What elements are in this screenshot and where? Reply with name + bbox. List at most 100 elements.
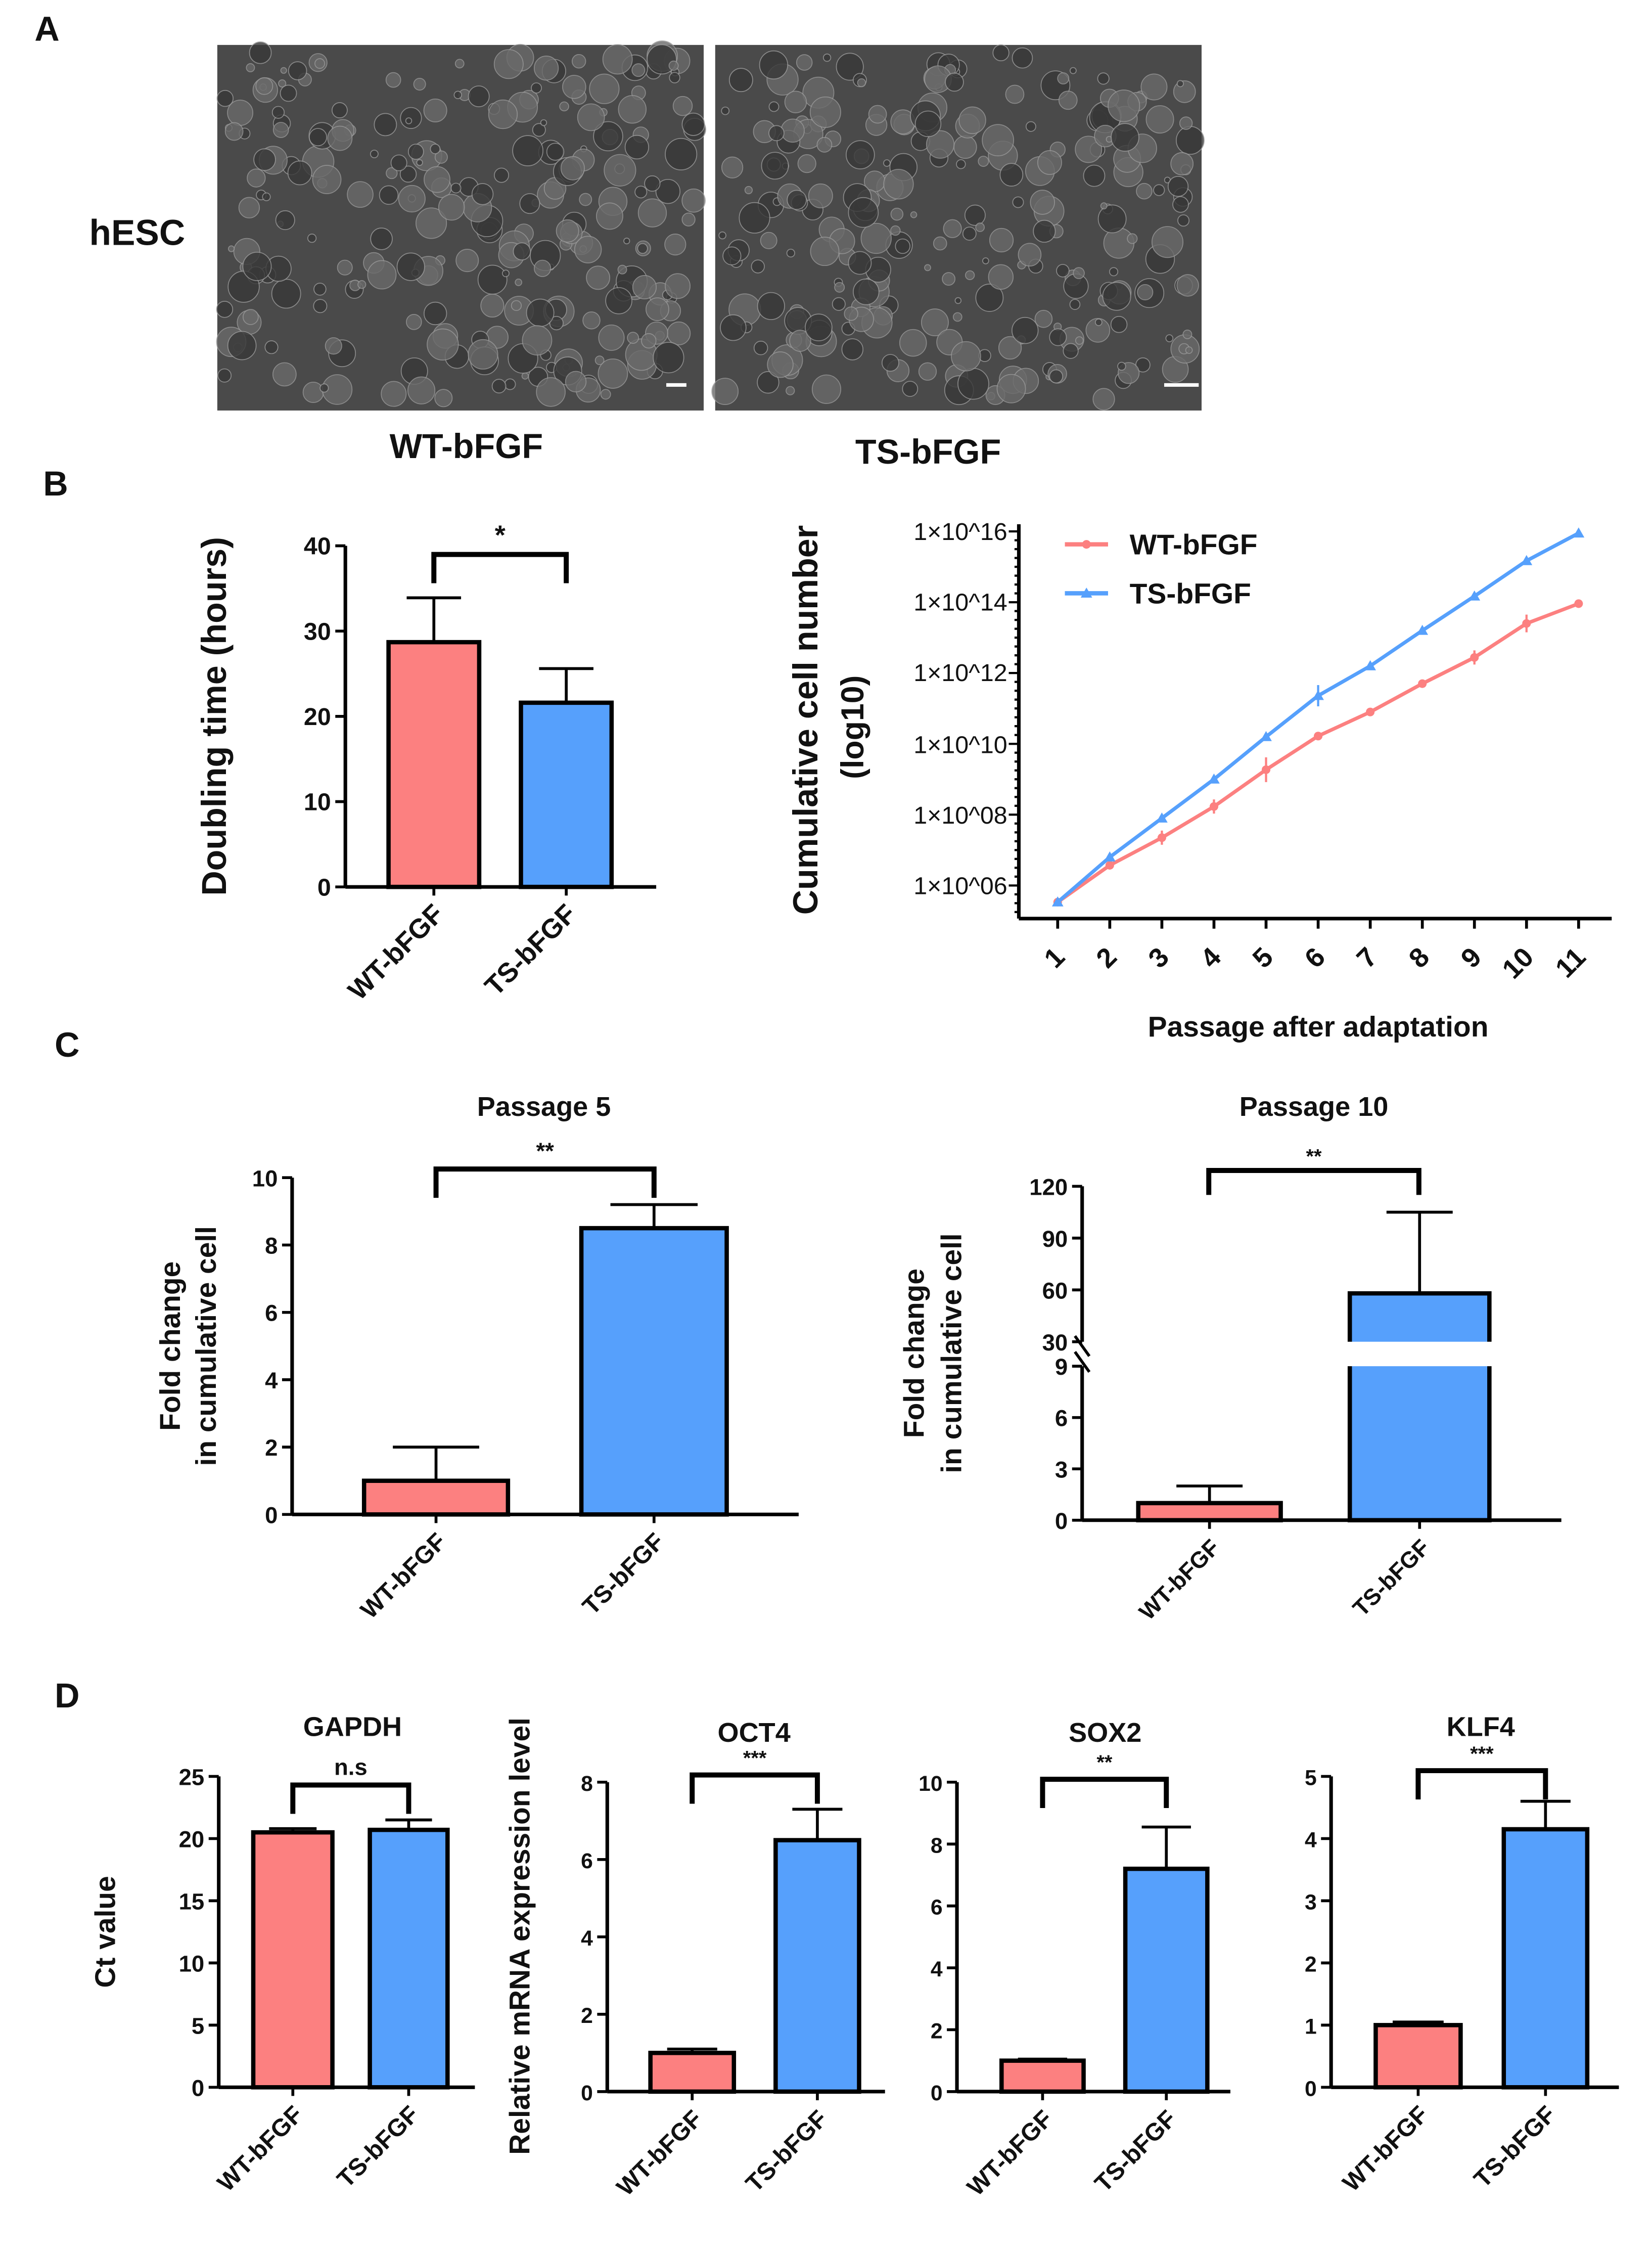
cell-colony xyxy=(623,237,630,245)
cell-colony xyxy=(965,270,975,280)
y-tick-label: 1×10^06 xyxy=(913,872,1007,899)
cell-colony xyxy=(1136,183,1153,200)
y-tick-label: 6 xyxy=(931,1896,943,1920)
y-tick-label: 2 xyxy=(1305,1952,1317,1976)
cell-colony xyxy=(374,113,397,137)
cell-colony xyxy=(427,328,459,360)
significance-bracket xyxy=(1206,1167,1421,1195)
cell-colony xyxy=(272,122,289,138)
cell-colony xyxy=(502,269,510,278)
cell-colony xyxy=(280,84,297,102)
data-point xyxy=(1418,679,1427,688)
x-tick-label: WT-bFGF xyxy=(212,2101,308,2197)
cell-colony xyxy=(982,124,1015,157)
cell-colony xyxy=(644,175,661,192)
cell-colony xyxy=(787,190,807,210)
cell-colony xyxy=(890,207,904,221)
bar-wt-bfgf xyxy=(999,2058,1086,2094)
y-tick-label: 6 xyxy=(1055,1406,1068,1431)
cell-colony xyxy=(533,56,559,81)
cell-colony xyxy=(809,96,841,128)
cell-colony xyxy=(407,144,424,160)
cell-colony xyxy=(624,134,650,160)
y-axis-label: Cumulative cell number xyxy=(787,525,825,915)
cell-colony xyxy=(1117,362,1126,371)
cell-colony xyxy=(1151,226,1184,258)
axis-break-gap xyxy=(1345,1341,1494,1367)
significance-label: * xyxy=(495,520,506,551)
cell-colony xyxy=(739,202,770,234)
cell-colony xyxy=(834,282,845,293)
cell-colony xyxy=(228,245,235,252)
y-tick-label: 4 xyxy=(931,1957,943,1981)
data-point xyxy=(1416,624,1429,635)
cell-colony xyxy=(513,242,531,261)
chart-oct4: OCT4 Relative mRNA expression level WT-bFG… xyxy=(504,1718,885,2201)
cell-colony xyxy=(531,82,542,94)
cell-colony xyxy=(405,117,412,124)
cell-colony xyxy=(978,156,989,167)
data-point xyxy=(1366,707,1375,716)
cell-colony xyxy=(390,154,407,171)
cell-colony xyxy=(227,331,257,360)
cell-colony xyxy=(347,181,374,208)
cell-colony xyxy=(1108,89,1140,122)
cell-colony xyxy=(1085,318,1111,343)
cell-colony xyxy=(910,211,917,218)
cell-colony xyxy=(357,280,366,289)
cell-colony xyxy=(1172,196,1189,213)
data-point xyxy=(1208,773,1220,784)
cell-colony xyxy=(1057,72,1070,84)
data-point xyxy=(1105,861,1114,870)
chart-title: Passage 10 xyxy=(1240,1092,1389,1122)
cell-colony xyxy=(1018,243,1042,267)
y-tick-label: 3 xyxy=(1305,1890,1317,1914)
cell-colony xyxy=(515,279,523,286)
cell-colony xyxy=(413,77,426,91)
cell-colony xyxy=(493,49,524,79)
cell-colony xyxy=(1083,164,1106,187)
cell-colony xyxy=(1012,47,1033,69)
cell-colony xyxy=(667,321,691,345)
cell-colony xyxy=(1165,334,1174,342)
cell-colony xyxy=(761,152,789,180)
cell-colony xyxy=(423,98,447,122)
cell-colony xyxy=(522,325,553,356)
cell-colony xyxy=(238,197,260,218)
legend-marker xyxy=(1082,540,1091,549)
cell-colony xyxy=(722,246,742,265)
data-point xyxy=(1312,690,1324,700)
cell-colony xyxy=(307,234,317,243)
y-axis-label: Ct value xyxy=(89,1876,122,1988)
data-point xyxy=(1470,653,1479,662)
significance-label: n.s xyxy=(334,1754,368,1780)
chart-title: Passage 5 xyxy=(477,1092,611,1122)
cell-colony xyxy=(781,118,805,143)
cell-colony xyxy=(227,100,253,126)
x-tick-label: TS-bFGF xyxy=(1469,2101,1561,2193)
cell-colony xyxy=(271,279,301,309)
cell-colony xyxy=(216,89,234,107)
cell-colony xyxy=(454,59,465,69)
cell-colony xyxy=(450,183,462,194)
data-point xyxy=(1469,590,1481,601)
y-tick-label: 30 xyxy=(304,618,331,645)
cell-colony xyxy=(921,308,949,337)
cell-colony xyxy=(264,340,279,354)
y-tick-label: 8 xyxy=(581,1772,593,1796)
cell-colony xyxy=(438,194,465,221)
cell-colony xyxy=(314,58,326,69)
cell-colony xyxy=(720,314,747,341)
cell-colony xyxy=(962,227,977,241)
cell-colony xyxy=(665,138,698,170)
cell-colony xyxy=(751,259,765,274)
cell-colony xyxy=(1033,219,1056,243)
cell-colony xyxy=(271,106,285,119)
cell-colony xyxy=(914,110,942,138)
cell-colony xyxy=(247,168,266,188)
x-tick-label: 5 xyxy=(1247,942,1279,974)
cell-colony xyxy=(943,219,962,238)
cell-colony xyxy=(546,143,565,161)
cell-colony xyxy=(933,236,947,251)
